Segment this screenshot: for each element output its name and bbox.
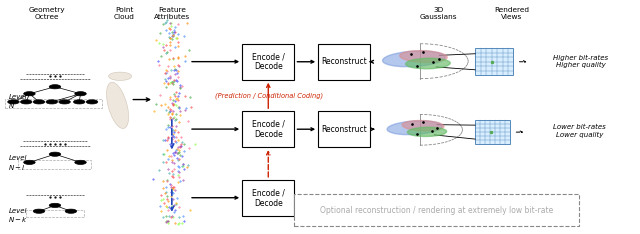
FancyBboxPatch shape <box>475 121 510 144</box>
Text: Level
$N-l$: Level $N-l$ <box>8 155 27 172</box>
FancyBboxPatch shape <box>242 180 294 216</box>
FancyBboxPatch shape <box>294 194 579 226</box>
Ellipse shape <box>106 82 129 128</box>
Ellipse shape <box>400 51 447 62</box>
Circle shape <box>24 92 35 96</box>
Circle shape <box>59 100 70 104</box>
Circle shape <box>86 100 98 104</box>
Circle shape <box>33 100 45 104</box>
Text: Point
Cloud: Point Cloud <box>113 7 134 19</box>
Text: Higher bit-rates
Higher quality: Higher bit-rates Higher quality <box>553 55 608 68</box>
Circle shape <box>49 152 61 156</box>
Circle shape <box>65 209 77 213</box>
Circle shape <box>20 100 32 104</box>
Circle shape <box>109 72 132 80</box>
Ellipse shape <box>406 58 450 69</box>
Text: Rendered
Views: Rendered Views <box>494 7 529 19</box>
Ellipse shape <box>383 51 445 67</box>
FancyBboxPatch shape <box>475 48 513 75</box>
Text: (Prediction / Conditional Coding): (Prediction / Conditional Coding) <box>215 92 323 99</box>
Circle shape <box>74 100 85 104</box>
Text: Encode /
Decode: Encode / Decode <box>252 188 285 208</box>
Text: Level
$N$: Level $N$ <box>8 94 27 110</box>
Circle shape <box>75 92 86 96</box>
Text: Feature
Attributes: Feature Attributes <box>154 7 190 19</box>
Circle shape <box>46 100 58 104</box>
Ellipse shape <box>408 127 447 136</box>
Circle shape <box>8 100 19 104</box>
Text: Encode /
Decode: Encode / Decode <box>252 120 285 139</box>
Circle shape <box>75 160 86 165</box>
Text: Geometry
Octree: Geometry Octree <box>28 7 65 19</box>
FancyBboxPatch shape <box>242 111 294 147</box>
FancyBboxPatch shape <box>318 44 371 80</box>
Circle shape <box>49 85 61 89</box>
Circle shape <box>24 160 35 165</box>
Ellipse shape <box>402 121 444 131</box>
Text: Lower bit-rates
Lower quality: Lower bit-rates Lower quality <box>553 124 606 138</box>
Text: Level
$N-k$: Level $N-k$ <box>8 208 28 224</box>
Text: 3D
Gaussians: 3D Gaussians <box>419 7 457 19</box>
Text: Reconstruct: Reconstruct <box>321 125 367 134</box>
Circle shape <box>49 203 61 208</box>
FancyBboxPatch shape <box>318 111 371 147</box>
Ellipse shape <box>387 121 442 135</box>
Circle shape <box>33 209 45 213</box>
Text: Optional reconstruction / rendering at extremely low bit-rate: Optional reconstruction / rendering at e… <box>320 205 553 215</box>
FancyBboxPatch shape <box>242 44 294 80</box>
Text: Reconstruct: Reconstruct <box>321 57 367 66</box>
Text: Encode /
Decode: Encode / Decode <box>252 52 285 71</box>
